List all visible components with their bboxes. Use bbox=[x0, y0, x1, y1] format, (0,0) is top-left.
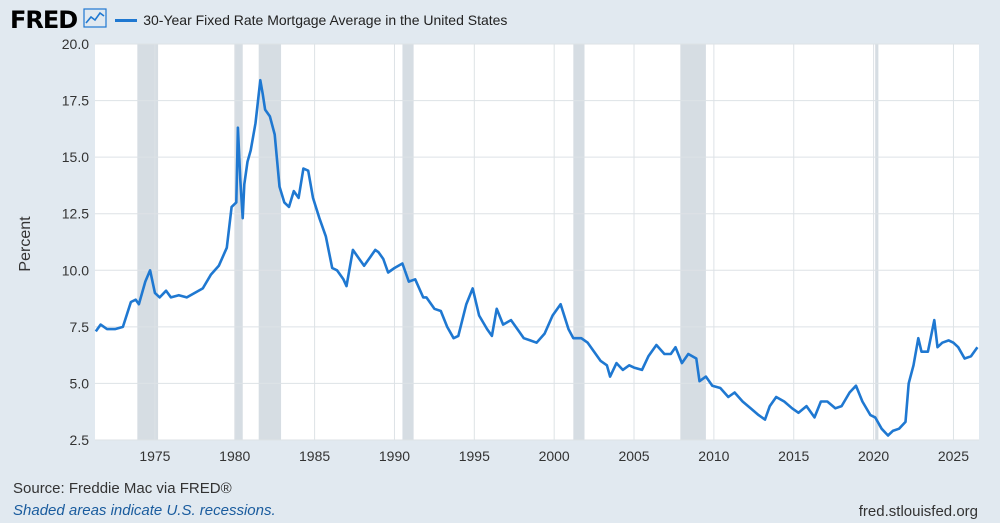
recession-band bbox=[573, 44, 585, 440]
x-tick-label: 2015 bbox=[778, 448, 809, 464]
y-tick-label: 5.0 bbox=[70, 375, 90, 391]
y-tick-label: 7.5 bbox=[70, 319, 90, 335]
fred-url-link[interactable]: fred.stlouisfed.org bbox=[858, 503, 978, 520]
gridlines bbox=[95, 43, 979, 441]
line-chart: 2.55.07.510.012.515.017.520.0 1975 1980 19… bbox=[17, 36, 979, 464]
recession-band bbox=[875, 44, 879, 440]
y-axis-ticks: 2.5 5.0 7.5 10.0 12.5 15.0 17.5 20.0 bbox=[62, 36, 89, 448]
recession-band bbox=[137, 44, 159, 440]
x-tick-label: 1975 bbox=[139, 448, 170, 464]
chart-area: 2.5 5.0 7.5 10.0 12.5 15.0 17.5 20.0 1975 1980 19… bbox=[17, 36, 979, 464]
series-line bbox=[94, 78, 979, 437]
recession-band bbox=[680, 44, 706, 440]
x-axis-ticks: 1975 1980 1985 1990 1995 2000 2005 2010 2015 2020… bbox=[139, 448, 969, 464]
x-tick-label: 2000 bbox=[539, 448, 570, 464]
x-tick-label: 1985 bbox=[299, 448, 330, 464]
x-tick-label: 2010 bbox=[698, 448, 729, 464]
y-tick-label: 20.0 bbox=[62, 36, 89, 52]
y-tick-label: 2.5 bbox=[70, 432, 90, 448]
recession-band bbox=[234, 44, 243, 440]
chart-header: FRED 30-Year Fixed Rate Mortgage Average… bbox=[10, 6, 507, 34]
source-text: Source: Freddie Mac via FRED® bbox=[13, 480, 232, 497]
x-tick-label: 1995 bbox=[459, 448, 490, 464]
legend-swatch bbox=[115, 18, 138, 22]
y-tick-label: 12.5 bbox=[62, 206, 89, 222]
x-tick-label: 2005 bbox=[618, 448, 649, 464]
recession-band bbox=[258, 44, 282, 440]
x-tick-label: 2020 bbox=[858, 448, 889, 464]
chart-legend: 30-Year Fixed Rate Mortgage Average in t… bbox=[115, 12, 507, 28]
recession-band bbox=[402, 44, 414, 440]
fred-logo[interactable]: FRED bbox=[10, 6, 78, 34]
y-tick-label: 17.5 bbox=[62, 93, 89, 109]
y-axis-label: Percent bbox=[17, 216, 34, 272]
chart-line-icon bbox=[83, 7, 107, 33]
x-tick-label: 1980 bbox=[219, 448, 250, 464]
x-tick-label: 1990 bbox=[379, 448, 410, 464]
legend-series-label: 30-Year Fixed Rate Mortgage Average in t… bbox=[143, 12, 508, 28]
x-tick-label: 2025 bbox=[938, 448, 969, 464]
recession-note: Shaded areas indicate U.S. recessions. bbox=[13, 502, 276, 519]
y-tick-label: 15.0 bbox=[62, 149, 89, 165]
y-tick-label: 10.0 bbox=[62, 262, 89, 278]
